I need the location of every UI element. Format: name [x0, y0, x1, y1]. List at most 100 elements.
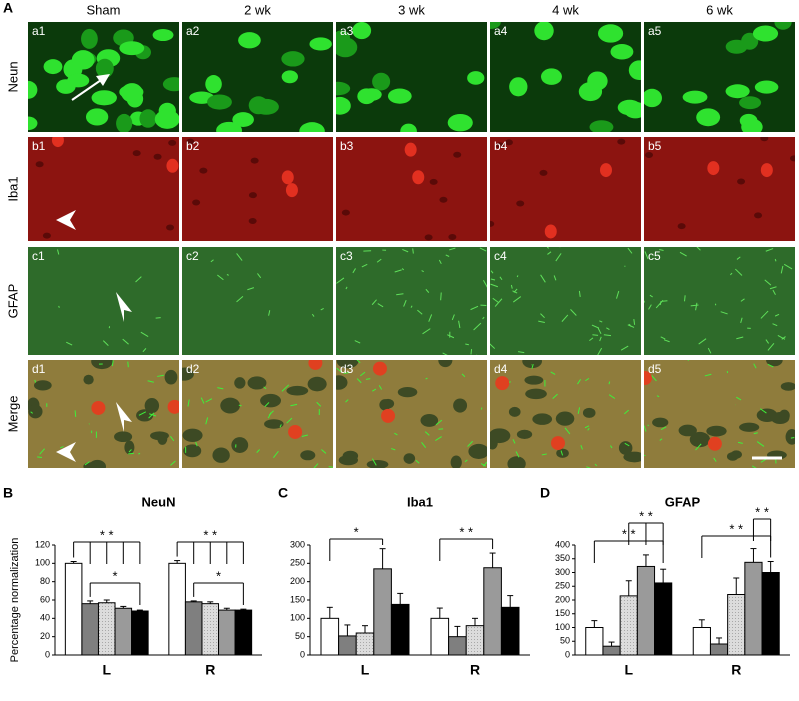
process: [142, 348, 147, 353]
dark-spot: [677, 223, 686, 230]
process: [772, 289, 776, 296]
dark-spot: [424, 234, 433, 241]
dark-cell: [739, 422, 760, 432]
process: [417, 309, 423, 315]
process: [470, 305, 479, 311]
bar: [355, 632, 375, 656]
process: [415, 459, 420, 464]
cell: [597, 24, 624, 43]
column-label: Sham: [87, 2, 121, 17]
dark-cell: [582, 407, 596, 418]
x-tick-label: L: [102, 662, 111, 678]
micrograph-bg: [336, 360, 487, 468]
microglia: [550, 436, 565, 451]
process: [464, 459, 468, 463]
process: [371, 299, 377, 306]
process: [735, 268, 743, 276]
y-tick-label: 40: [40, 613, 50, 623]
process: [257, 273, 262, 279]
process: [531, 363, 534, 369]
process: [352, 268, 356, 274]
process: [476, 354, 478, 355]
process: [34, 379, 37, 383]
dark-spot: [166, 224, 175, 231]
process: [313, 463, 319, 468]
bar: [338, 635, 357, 656]
process: [591, 324, 600, 329]
process: [751, 465, 757, 468]
cell: [682, 90, 708, 104]
dark-cell: [507, 456, 526, 468]
process: [371, 458, 377, 466]
micrograph-bg: [28, 360, 179, 468]
process: [659, 438, 663, 441]
process: [577, 379, 582, 385]
process: [707, 347, 712, 354]
process: [226, 274, 229, 276]
process: [518, 351, 525, 354]
dark-spot: [341, 209, 350, 216]
y-tick-label: 300: [555, 567, 570, 577]
annotation: *: [112, 568, 117, 583]
cell: [205, 75, 222, 94]
tile-label: b3: [340, 139, 354, 153]
micrograph: [336, 137, 487, 241]
process: [647, 424, 650, 427]
process: [698, 338, 707, 345]
process: [273, 450, 279, 459]
tile-label: b2: [186, 139, 200, 153]
cell: [587, 71, 608, 91]
process: [445, 254, 450, 257]
dark-cell: [28, 404, 43, 419]
cell: [336, 96, 351, 115]
microglia: [404, 142, 417, 157]
process: [560, 450, 564, 456]
significance-bracket: [176, 541, 244, 564]
process: [624, 442, 630, 447]
tile-label: d1: [32, 362, 46, 376]
dark-cell: [785, 429, 795, 445]
arrowhead: [96, 74, 110, 86]
process: [458, 320, 461, 329]
process: [648, 304, 652, 310]
error-bar: [642, 554, 649, 567]
process: [616, 290, 620, 299]
bar: [81, 603, 99, 656]
row-label: Iba1: [5, 176, 20, 201]
dark-cell: [83, 374, 94, 385]
micrograph: [490, 360, 641, 468]
arrowhead: [116, 292, 132, 322]
process: [769, 286, 777, 290]
process: [570, 309, 577, 316]
dark-cell: [780, 382, 795, 391]
micrograph-bg: [182, 247, 333, 355]
process: [606, 327, 610, 331]
process: [410, 305, 413, 308]
dark-spot: [35, 161, 44, 168]
process: [301, 434, 308, 437]
column-label: 6 wk: [706, 2, 733, 17]
process: [765, 248, 774, 252]
dark-cell: [336, 360, 359, 369]
process: [281, 384, 290, 392]
significance-bracket: [593, 540, 664, 563]
process: [170, 436, 175, 442]
annotation: * *: [203, 527, 217, 542]
process: [633, 318, 636, 325]
chart-title: Iba1: [407, 494, 433, 509]
bar: [500, 606, 520, 656]
process: [559, 247, 561, 248]
microglia: [288, 424, 303, 439]
cell: [281, 51, 305, 67]
process: [30, 411, 33, 414]
process: [447, 334, 455, 339]
y-tick-label: 0: [45, 649, 50, 659]
process: [421, 442, 427, 449]
process: [490, 270, 494, 274]
micrograph: [336, 247, 487, 355]
cell: [121, 83, 143, 103]
dark-cell: [136, 409, 154, 422]
error-bar: [472, 617, 478, 626]
cell: [357, 88, 376, 105]
process: [372, 388, 377, 392]
